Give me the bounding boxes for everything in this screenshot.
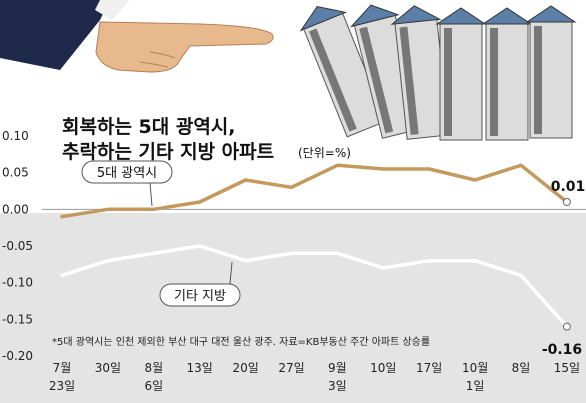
y-tick-label: -0.10 [2,276,33,290]
y-tick-label: 0.00 [2,202,29,216]
lower-background [0,213,586,403]
x-tick-label: 8월 [144,361,163,375]
y-tick-label: -0.20 [2,349,33,363]
x-tick-label-line2: 3일 [328,379,347,393]
series-label-other-box: 기타 지방 [159,283,241,307]
x-tick-label: 27일 [278,361,304,375]
domino-apartment-icon [299,4,577,141]
x-tick-label: 20일 [232,361,258,375]
x-tick-label: 13일 [187,361,213,375]
footnote: *5대 광역시는 인천 제외한 부산 대구 대전 울산 광주. 자료=KB부동산… [52,336,430,348]
x-tick-label: 17일 [416,361,442,375]
x-tick-label: 7월 [53,361,72,375]
series-line-0 [60,163,569,219]
end-label-metro: 0.01 [551,179,586,195]
x-tick-label: 8일 [512,361,531,375]
series-label-metro-box: 5대 광역시 [81,160,173,184]
x-tick-label: 10일 [370,361,396,375]
y-tick-label: 0.10 [2,129,29,143]
x-tick-label: 9월 [328,361,347,375]
series-label-other-leader [229,261,233,285]
x-tick-label: 10월 [462,361,488,375]
y-tick-label: -0.05 [2,239,33,253]
series-label-other: 기타 지방 [174,289,226,304]
x-tick-label-line2: 6일 [144,379,163,393]
unit-label: (단위=%) [298,146,351,160]
y-tick-label: 0.05 [2,166,29,180]
pointing-hand-icon [0,0,274,73]
end-label-other: -0.16 [542,342,582,358]
x-tick-label: 30일 [95,361,121,375]
series-end-marker-0 [562,198,571,206]
chart-title-line2: 추락하는 기타 지방 아파트 [62,141,274,163]
x-tick-label: 15일 [554,361,580,375]
x-tick-label-line2: 1일 [466,379,485,393]
x-tick-label-line2: 23일 [49,379,75,393]
series-end-marker-1 [562,322,571,331]
series-label-metro: 5대 광역시 [97,166,157,181]
y-tick-label: -0.15 [2,312,33,326]
chart-title-line1: 회복하는 5대 광역시, [62,116,236,138]
series-label-metro-leader [149,182,153,207]
series-line-1 [60,244,569,329]
